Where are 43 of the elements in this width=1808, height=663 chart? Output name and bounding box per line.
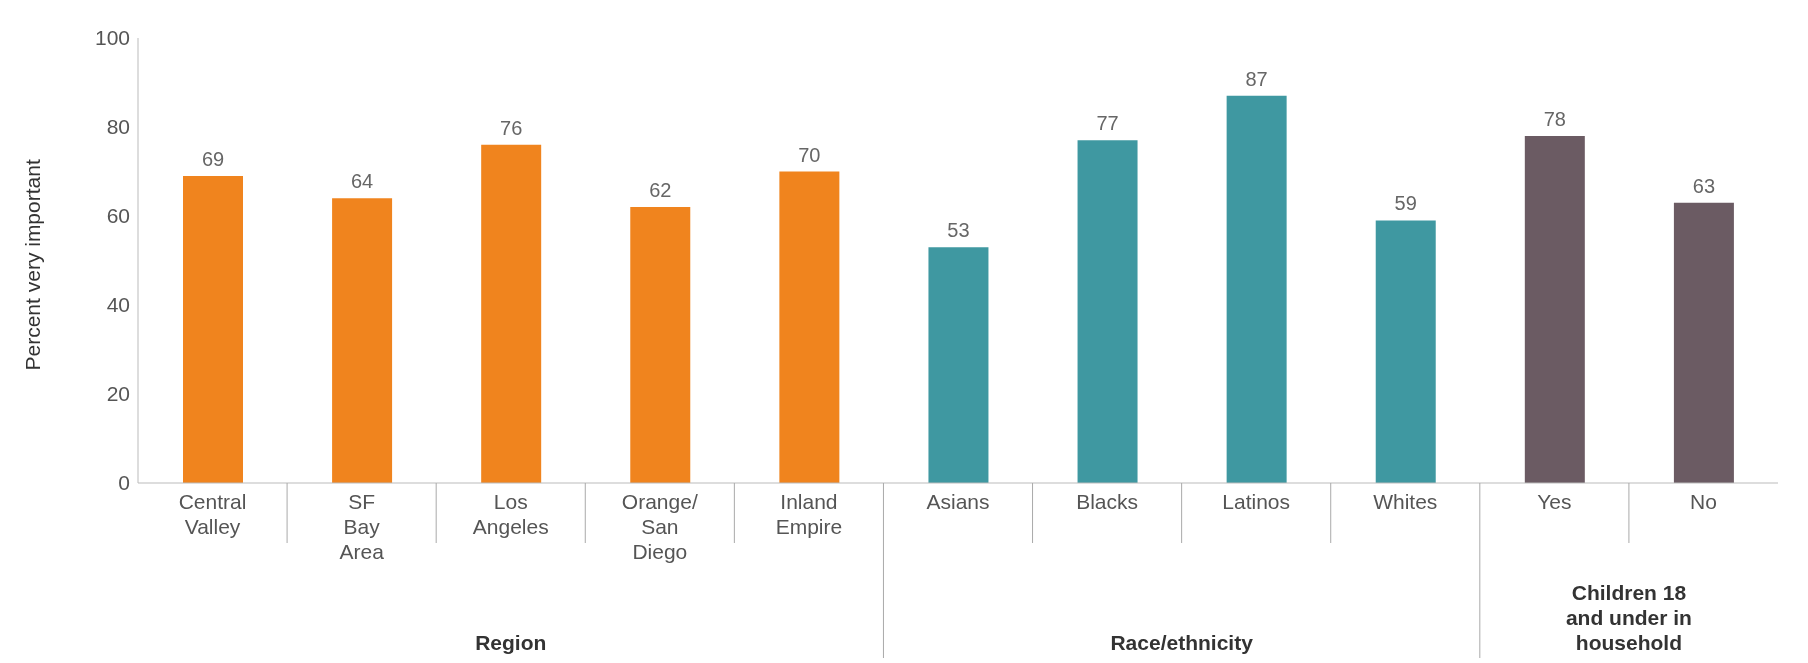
y-tick-label: 100 [94, 26, 130, 50]
data-label: 63 [1692, 174, 1716, 197]
text: Race/ethnicity [1110, 631, 1254, 654]
x-tick-label: SF Bay Area [339, 490, 385, 563]
x-tick-label: Asians [926, 490, 990, 513]
y-tick-label: 20 [106, 382, 130, 406]
data-label: 59 [1394, 192, 1417, 215]
y-tick-label: 80 [106, 115, 130, 139]
x-tick-label: Yes [1537, 490, 1572, 513]
data-label: 53 [947, 219, 970, 242]
x-tick-label: Orange/San Diego [621, 490, 698, 563]
x-tick-label: No [1690, 490, 1717, 513]
bar [183, 175, 243, 483]
bar [1673, 202, 1734, 483]
data-label: 69 [201, 147, 225, 170]
bar [1077, 140, 1138, 483]
bar [630, 207, 691, 483]
x-tick-label: Inland Empire [775, 490, 843, 538]
data-label: 62 [649, 179, 672, 202]
data-label: 78 [1543, 107, 1566, 130]
y-axis-title: Percent very important [21, 159, 45, 371]
bar [779, 171, 840, 483]
data-label: 77 [1096, 112, 1119, 135]
x-tick-label: Los Angeles [472, 490, 549, 538]
x-tick-label: Whites [1373, 490, 1438, 513]
bar [1524, 135, 1585, 483]
x-tick-label: Blacks [1076, 490, 1139, 513]
y-tick-label: 40 [106, 293, 130, 317]
bar [1226, 95, 1287, 483]
y-tick-label: 0 [118, 471, 130, 495]
bar [481, 144, 542, 483]
data-label: 87 [1245, 67, 1268, 90]
x-tick-label: Central Valley [178, 490, 247, 538]
bar [928, 247, 989, 483]
bar [1375, 220, 1436, 483]
data-label: 64 [350, 170, 374, 193]
bar [332, 198, 393, 483]
text: Region [475, 631, 547, 654]
y-tick-label: 60 [106, 204, 130, 228]
x-tick-label: Latinos [1222, 490, 1291, 513]
text: Children 18 and under in household [1565, 581, 1692, 654]
data-label: 70 [798, 143, 821, 166]
data-label: 76 [500, 116, 523, 139]
